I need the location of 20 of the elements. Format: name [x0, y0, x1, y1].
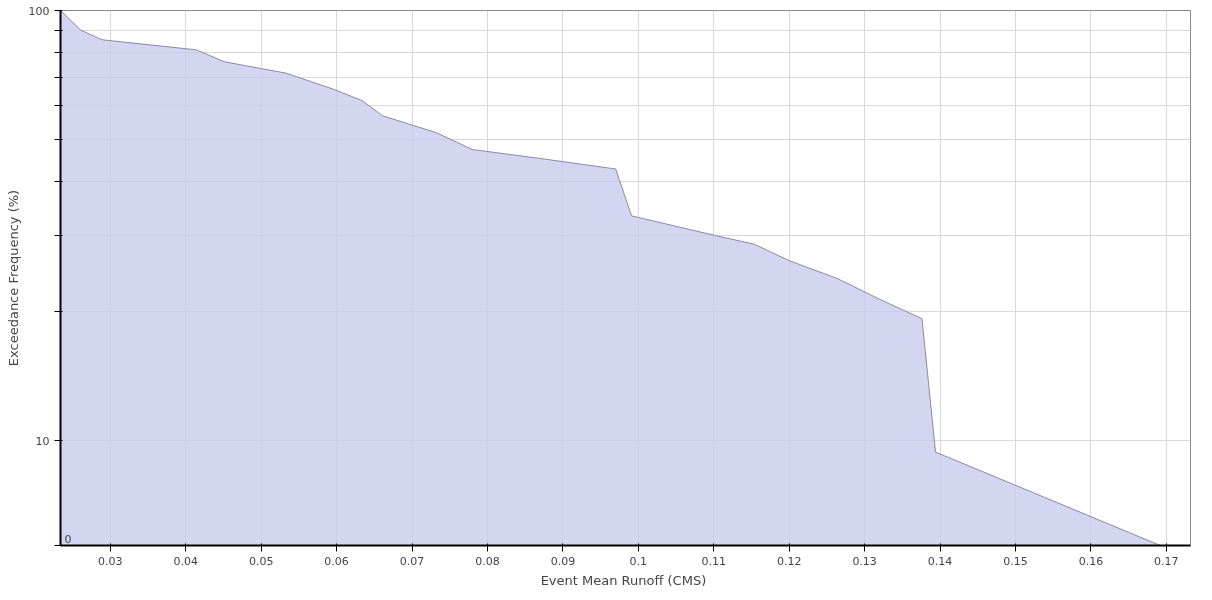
x-tick-label: 0.03 [98, 554, 123, 568]
x-axis-title: Event Mean Runoff (CMS) [540, 572, 707, 588]
x-tick-label: 0.12 [776, 554, 802, 568]
x-tick-label: 0.09 [550, 554, 576, 568]
x-tick-label: 0.13 [852, 554, 877, 568]
x-tick-label: 0.07 [399, 554, 425, 568]
x-tick-label: 0.11 [701, 554, 727, 568]
x-tick-label: 0.17 [1154, 554, 1179, 568]
annotation: 0 [64, 532, 72, 546]
x-tick-label: 0.14 [927, 554, 953, 568]
x-tick-label: 0.15 [1003, 554, 1028, 568]
x-tick-label: 0.06 [324, 554, 349, 568]
x-tick-label: 0.05 [248, 554, 274, 568]
y-axis-title: Exceedance Frequency (%) [5, 189, 21, 367]
x-tick-label: 0.04 [173, 554, 198, 568]
x-tick-label: 0.08 [475, 554, 500, 568]
y-tick-label: 100 [28, 4, 50, 18]
y-tick-label: 10 [35, 434, 50, 448]
x-tick-label: 0.1 [629, 554, 648, 568]
x-tick-label: 0.16 [1078, 554, 1104, 568]
